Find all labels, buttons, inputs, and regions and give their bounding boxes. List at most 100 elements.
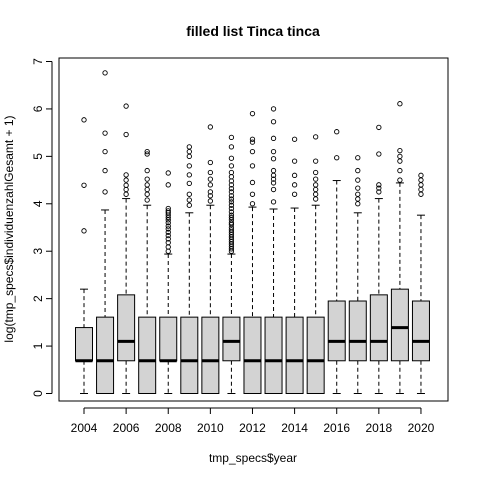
outlier-point	[186, 191, 192, 197]
outlier-point	[228, 182, 235, 188]
x-tick-label: 2016	[323, 421, 350, 435]
outlier-point	[270, 167, 277, 174]
box-2010	[201, 124, 220, 395]
y-axis: 0 1 2 3 4 5 6 7	[31, 58, 53, 397]
outlier-point	[207, 198, 214, 204]
outlier-point	[376, 189, 382, 195]
outlier-point	[355, 177, 361, 183]
outlier-point	[270, 135, 277, 141]
outlier-point	[376, 151, 382, 157]
outlier-point	[123, 172, 129, 178]
outlier-point	[249, 148, 256, 155]
outlier-point	[228, 212, 235, 218]
iqr-box	[75, 327, 93, 362]
y-tick-label: 0	[31, 390, 45, 397]
outlier-point	[207, 189, 214, 195]
outlier-point	[228, 205, 235, 212]
outlier-point	[418, 186, 424, 193]
outlier-point	[291, 172, 298, 178]
outlier-point	[186, 148, 192, 155]
outlier-point	[186, 153, 192, 160]
outlier-point	[165, 229, 171, 235]
box-2006	[117, 103, 136, 394]
plot-frame	[58, 57, 449, 402]
x-tick-label: 2008	[155, 421, 182, 435]
iqr-box	[96, 316, 115, 395]
outlier-point	[397, 153, 403, 160]
outlier-point	[313, 191, 319, 197]
outlier-point	[270, 106, 277, 112]
outlier-point	[123, 186, 129, 193]
outlier-point	[270, 119, 277, 125]
outlier-point	[186, 197, 192, 203]
outlier-point	[228, 163, 235, 169]
box-series	[75, 70, 430, 395]
outlier-point	[228, 193, 235, 199]
outlier-point	[376, 185, 382, 191]
outlier-point	[102, 167, 108, 174]
y-tick-label: 7	[31, 58, 45, 65]
outlier-point	[228, 202, 235, 208]
outlier-point	[207, 124, 214, 130]
y-tick-label: 1	[31, 342, 45, 349]
x-axis-label: tmp_specs$year	[209, 451, 297, 465]
outlier-point	[249, 191, 256, 197]
box-2007	[138, 148, 157, 395]
outlier-point	[102, 130, 108, 136]
iqr-box	[264, 316, 283, 395]
outlier-point	[291, 191, 298, 197]
outlier-point	[249, 201, 256, 207]
y-axis-label: log(tmp_specs$individuenzahlGesamt + 1)	[2, 115, 16, 342]
iqr-box	[327, 300, 346, 362]
outlier-point	[418, 177, 424, 183]
y-tick-label: 2	[31, 295, 45, 302]
outlier-point	[81, 182, 87, 188]
outlier-point	[270, 199, 277, 205]
outlier-point	[397, 158, 403, 164]
y-tick-label: 5	[31, 153, 45, 160]
outlier-point	[165, 226, 171, 232]
iqr-box	[201, 316, 220, 395]
box-2017	[348, 155, 367, 394]
outlier-point	[186, 202, 192, 208]
x-tick-label: 2010	[197, 421, 224, 435]
outlier-point	[207, 159, 214, 166]
outlier-point	[207, 193, 214, 199]
outlier-point	[418, 172, 424, 178]
outlier-point	[397, 167, 403, 174]
outlier-point	[313, 196, 319, 202]
outlier-point	[144, 191, 150, 197]
iqr-box	[369, 294, 388, 362]
outlier-point	[249, 179, 256, 186]
outlier-point	[249, 139, 256, 145]
outlier-point	[123, 182, 129, 188]
outlier-point	[418, 191, 424, 197]
outlier-point	[418, 182, 424, 188]
outlier-point	[144, 167, 150, 174]
box-2018	[369, 124, 388, 394]
outlier-point	[144, 197, 150, 203]
y-tick-label: 4	[31, 200, 45, 207]
x-tick-label: 2012	[239, 421, 266, 435]
box-2019	[390, 101, 409, 394]
outlier-point	[207, 176, 214, 182]
outlier-point	[270, 186, 277, 193]
x-tick-label: 2006	[113, 421, 140, 435]
outlier-point	[397, 177, 403, 183]
outlier-point	[123, 103, 129, 109]
outlier-point	[165, 205, 171, 212]
outlier-point	[228, 214, 235, 221]
outlier-point	[355, 167, 361, 174]
outlier-point	[165, 244, 171, 250]
outlier-point	[397, 148, 403, 154]
outlier-point	[355, 185, 361, 191]
box-2016	[327, 129, 346, 394]
outlier-point	[313, 158, 319, 164]
outlier-point	[123, 191, 129, 197]
box-2020	[411, 172, 430, 394]
box-2012	[243, 111, 262, 395]
outlier-point	[165, 236, 171, 242]
outlier-point	[291, 136, 298, 142]
outlier-point	[291, 182, 298, 188]
